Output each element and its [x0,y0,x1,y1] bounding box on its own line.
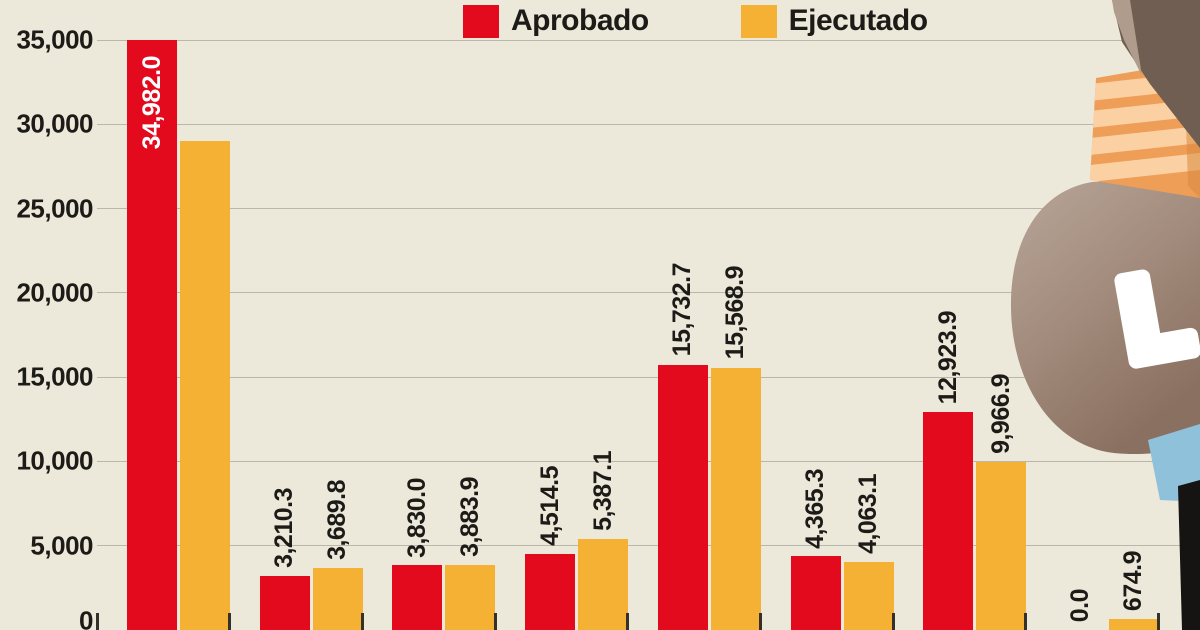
bar-value-label: 5,387.1 [578,451,628,531]
sleeve-blue-fragment [1148,424,1200,502]
gridline [97,376,1200,378]
bar-ejecutado [312,567,363,630]
y-axis-label: 15,000 [16,361,93,392]
bar-value-label: 3,210.3 [260,488,310,568]
bar-value-text: 4,514.5 [535,465,564,546]
y-axis-label: 30,000 [16,108,93,139]
bar-aprobado [525,553,576,630]
gridline [97,39,1200,41]
y-axis-label: 20,000 [16,277,93,308]
legend-item-aprobado: Aprobado [463,4,649,38]
x-axis-tick [891,613,895,630]
x-axis-tick [95,613,99,630]
bar-value-text: 3,883.9 [455,476,484,557]
bar-aprobado [923,412,974,630]
x-axis-tick [493,613,497,630]
legend: Aprobado Ejecutado [463,4,928,38]
y-axis-label: 35,000 [16,24,93,55]
x-axis-tick [759,613,762,630]
x-axis-tick [1157,613,1161,630]
bar-value-text: 34,982.0 [137,56,166,150]
bar-value-label: 3,689.8 [313,480,363,560]
bar-ejecutado [976,462,1027,630]
y-axis-label: 0 [79,605,93,630]
legend-label-ejecutado: Ejecutado [788,4,928,37]
bar-value-label: 12,923.9 [923,311,973,404]
bar-ejecutado [710,367,761,630]
bar-value-label: 4,063.1 [844,474,894,554]
bar-aprobado [259,575,310,630]
gridline [97,460,1200,462]
x-axis-tick [228,613,232,630]
y-axis-label: 10,000 [16,445,93,476]
bar-value-label: 15,568.9 [711,266,761,359]
money-bag-sack-top [1112,0,1200,148]
legend-item-ejecutado: Ejecutado [740,4,928,38]
bar-value-label: 3,883.9 [445,477,495,557]
bar-value-text: 4,063.1 [854,473,882,554]
bar-value-text: 3,210.3 [270,487,299,568]
bar-aprobado [790,556,841,630]
bar-ejecutado [578,539,629,630]
y-axis-label: 5,000 [30,530,93,561]
legend-label-aprobado: Aprobado [511,4,649,37]
bar-value-text: 5,387.1 [588,451,617,532]
bar-value-text: 15,732.7 [668,263,697,357]
bar-value-label: 4,514.5 [525,466,575,546]
gridline [97,208,1200,210]
legend-swatch-ejecutado [740,4,777,38]
bar-ejecutado [180,141,230,630]
figure-black-fragment [1178,480,1200,630]
bar-aprobado [657,364,708,630]
money-bag-illustration: L [1010,0,1200,630]
bar-value-label: 15,732.7 [658,263,708,356]
bar-value-label: 34,982.0 [127,56,177,149]
bar-value-text: 3,689.8 [323,479,352,560]
bar-value-label: 4,365.3 [791,469,841,549]
gridline [97,123,1200,125]
money-bag-rope-tie [1090,60,1200,198]
x-axis-tick [360,613,364,630]
x-axis-tick [1024,613,1028,630]
money-bag-body [1010,176,1200,455]
y-axis-label: 25,000 [16,193,93,224]
gridline [97,545,1200,547]
bar-ejecutado [445,564,496,630]
legend-swatch-aprobado [463,4,499,38]
bar-aprobado [127,40,177,630]
bar-value-label: 3,830.0 [392,478,442,558]
bar-value-text: 3,830.0 [402,477,431,558]
bar-ejecutado [1108,618,1159,630]
bar-aprobado [392,565,443,630]
bar-value-text: 4,365.3 [801,468,829,549]
gridline [97,292,1200,294]
bar-value-text: 12,923.9 [933,310,962,405]
bar-value-text: 15,568.9 [721,266,750,360]
bar-ejecutado [843,561,894,630]
x-axis-tick [626,613,630,630]
